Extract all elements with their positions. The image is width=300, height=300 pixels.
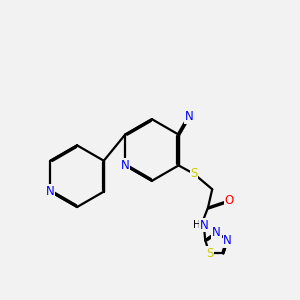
Text: N: N [185, 110, 194, 123]
Text: N: N [212, 226, 221, 239]
Text: N: N [223, 234, 232, 247]
Text: S: S [190, 167, 198, 180]
Text: N: N [121, 159, 130, 172]
Text: S: S [206, 247, 213, 260]
Text: H: H [193, 220, 201, 230]
Text: N: N [46, 185, 55, 198]
Text: N: N [200, 219, 208, 232]
Text: O: O [224, 194, 234, 207]
